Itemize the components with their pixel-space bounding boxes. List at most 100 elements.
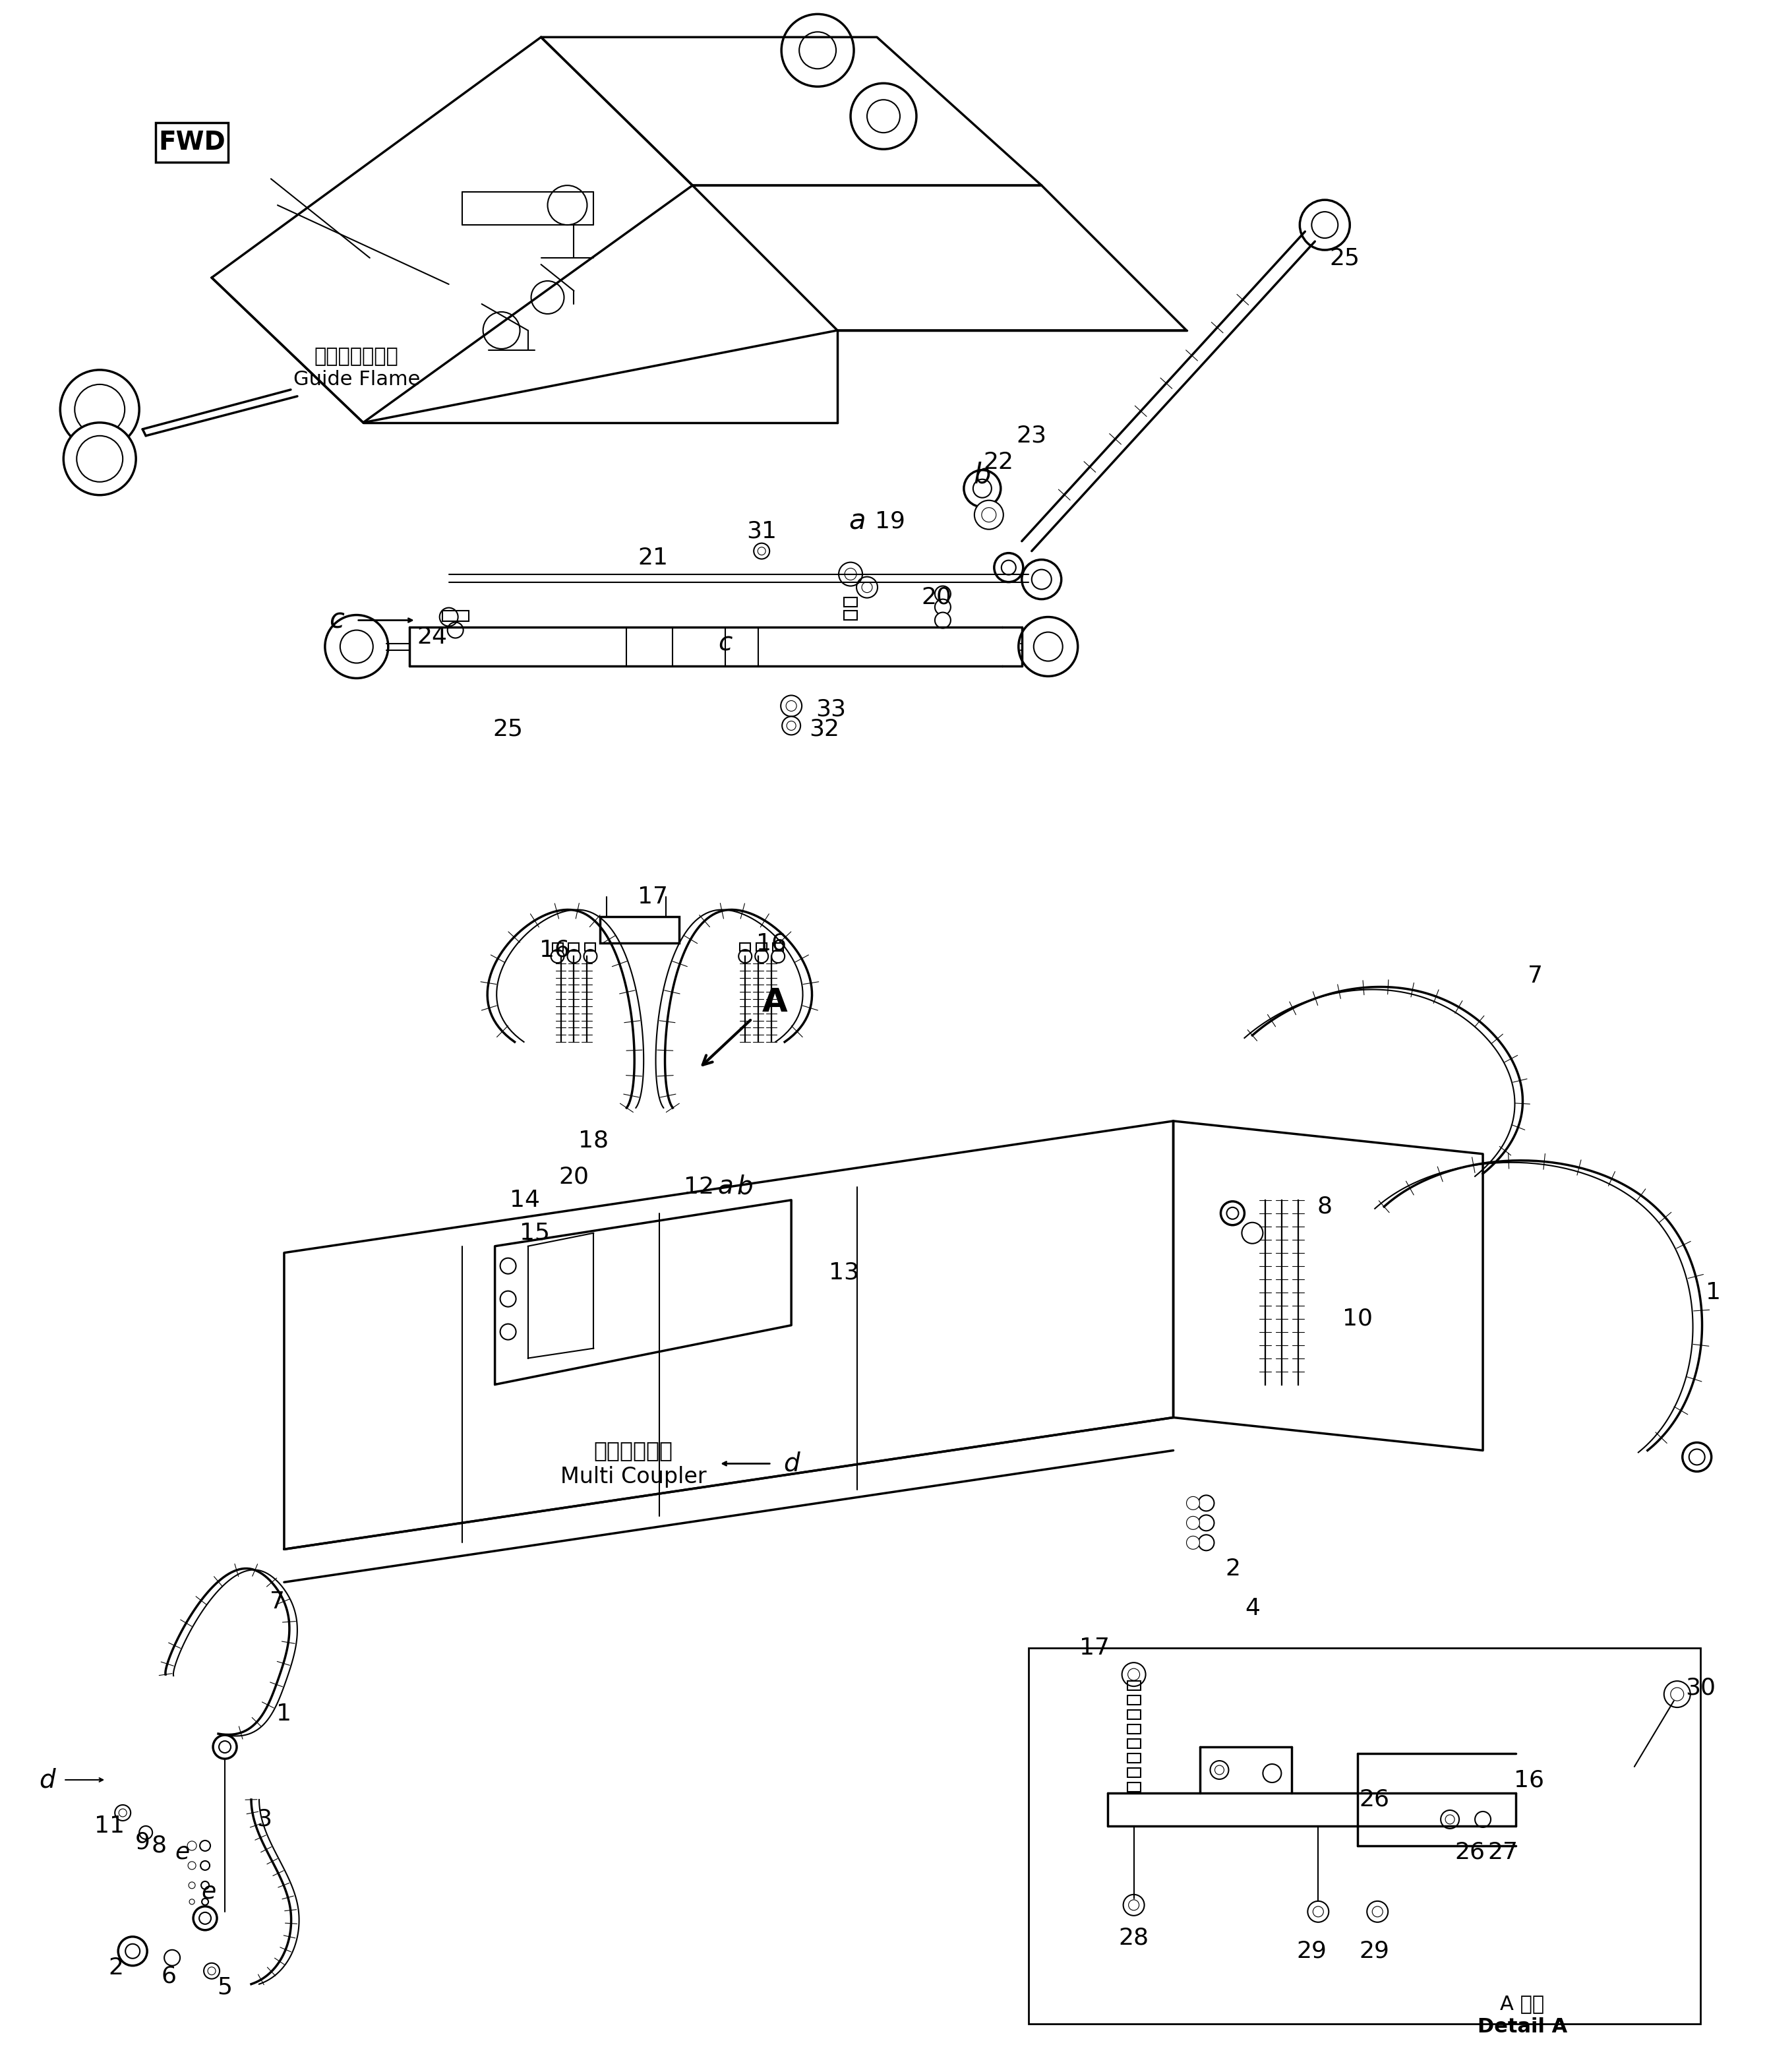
Bar <box>553 943 562 951</box>
Text: 21: 21 <box>638 547 668 570</box>
Text: 13: 13 <box>829 1262 859 1285</box>
Circle shape <box>1368 1902 1389 1923</box>
Circle shape <box>1221 1202 1244 1225</box>
Text: A: A <box>762 986 788 1017</box>
Text: 20: 20 <box>558 1167 588 1187</box>
Circle shape <box>739 949 751 963</box>
Circle shape <box>200 1861 210 1871</box>
Text: 28: 28 <box>1119 1927 1149 1950</box>
Circle shape <box>193 1906 217 1931</box>
Text: Guide Flame: Guide Flame <box>293 371 421 390</box>
Circle shape <box>1198 1535 1214 1550</box>
Text: 29: 29 <box>1359 1939 1389 1962</box>
Text: 16: 16 <box>1514 1769 1544 1790</box>
Circle shape <box>935 599 951 615</box>
Circle shape <box>995 553 1023 582</box>
Circle shape <box>325 615 389 678</box>
Circle shape <box>164 1950 180 1966</box>
Text: 32: 32 <box>809 717 839 740</box>
Circle shape <box>200 1840 210 1850</box>
Text: e: e <box>175 1842 189 1863</box>
Bar <box>772 943 783 951</box>
Text: c: c <box>719 630 733 657</box>
Text: a: a <box>717 1175 733 1200</box>
Text: 27: 27 <box>1488 1842 1518 1863</box>
Text: 1: 1 <box>1705 1280 1721 1303</box>
Circle shape <box>140 1825 152 1840</box>
Circle shape <box>935 613 951 628</box>
Text: 4: 4 <box>1244 1598 1260 1620</box>
Bar <box>1028 1647 1700 2024</box>
Circle shape <box>772 949 785 963</box>
Circle shape <box>201 1898 209 1904</box>
Text: 6: 6 <box>161 1964 177 1987</box>
Text: 17: 17 <box>638 885 668 908</box>
Circle shape <box>1018 617 1078 675</box>
Text: 16: 16 <box>539 939 569 961</box>
Text: 2: 2 <box>108 1956 124 1979</box>
Circle shape <box>214 1734 237 1759</box>
Text: 19: 19 <box>875 510 905 533</box>
Bar <box>585 943 595 951</box>
Circle shape <box>781 696 802 717</box>
Text: d: d <box>39 1767 55 1792</box>
Text: 11: 11 <box>94 1815 125 1838</box>
Circle shape <box>1124 1894 1145 1917</box>
Circle shape <box>781 15 853 87</box>
Circle shape <box>1475 1811 1491 1828</box>
Circle shape <box>201 1881 209 1890</box>
Circle shape <box>500 1324 516 1341</box>
Circle shape <box>935 586 951 601</box>
Text: 2: 2 <box>1225 1558 1240 1581</box>
Bar <box>845 597 857 607</box>
Text: 23: 23 <box>1016 425 1046 448</box>
Text: c: c <box>329 607 345 634</box>
Circle shape <box>783 717 800 736</box>
Text: 29: 29 <box>1297 1939 1327 1962</box>
Text: 15: 15 <box>519 1222 550 1243</box>
Circle shape <box>1186 1517 1200 1529</box>
Text: 26: 26 <box>1454 1842 1484 1863</box>
Text: b: b <box>737 1175 753 1200</box>
Bar <box>845 611 857 620</box>
Text: ガイドフレーム: ガイドフレーム <box>315 348 399 367</box>
Circle shape <box>118 1937 147 1966</box>
Text: A 詳細: A 詳細 <box>1500 1995 1544 2014</box>
Circle shape <box>1198 1515 1214 1531</box>
Circle shape <box>1021 559 1062 599</box>
Circle shape <box>115 1805 131 1821</box>
Text: 12: 12 <box>684 1175 714 1198</box>
Circle shape <box>1308 1902 1329 1923</box>
Circle shape <box>567 949 581 963</box>
Circle shape <box>963 470 1000 508</box>
Text: d: d <box>783 1450 799 1475</box>
Text: FWD: FWD <box>159 131 226 155</box>
Circle shape <box>1440 1811 1460 1830</box>
Circle shape <box>203 1962 219 1979</box>
Circle shape <box>500 1258 516 1274</box>
Circle shape <box>1682 1442 1712 1471</box>
Text: 20: 20 <box>921 586 951 609</box>
Text: 17: 17 <box>1080 1637 1110 1660</box>
Text: 18: 18 <box>578 1129 610 1152</box>
Text: Multi Coupler: Multi Coupler <box>560 1465 707 1488</box>
Bar <box>442 611 468 622</box>
Circle shape <box>551 949 564 963</box>
Text: 1: 1 <box>277 1703 292 1726</box>
Circle shape <box>500 1291 516 1307</box>
Circle shape <box>755 949 769 963</box>
Circle shape <box>850 83 917 149</box>
Bar <box>569 943 580 951</box>
Text: 10: 10 <box>1343 1307 1373 1330</box>
FancyBboxPatch shape <box>155 122 228 162</box>
Text: 7: 7 <box>1528 966 1543 986</box>
Bar <box>756 943 767 951</box>
Text: 14: 14 <box>509 1189 539 1212</box>
Text: 25: 25 <box>1329 247 1361 269</box>
Circle shape <box>64 423 136 495</box>
Text: 25: 25 <box>493 717 523 740</box>
Circle shape <box>1242 1222 1263 1243</box>
Text: 8: 8 <box>152 1834 166 1857</box>
Text: b: b <box>974 462 991 489</box>
Text: a: a <box>848 508 866 535</box>
